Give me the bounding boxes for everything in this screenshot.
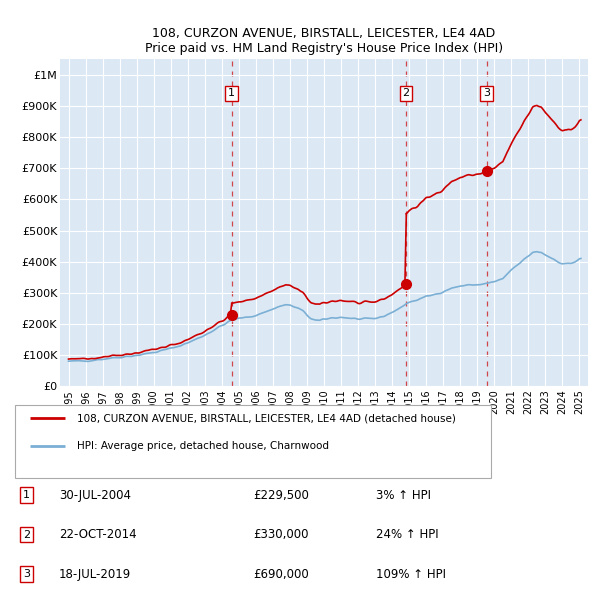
Text: 1: 1 <box>228 88 235 99</box>
Text: 109% ↑ HPI: 109% ↑ HPI <box>376 568 446 581</box>
Text: 2: 2 <box>403 88 409 99</box>
Text: 1: 1 <box>23 490 30 500</box>
Text: 108, CURZON AVENUE, BIRSTALL, LEICESTER, LE4 4AD (detached house): 108, CURZON AVENUE, BIRSTALL, LEICESTER,… <box>77 413 455 423</box>
Text: 30-JUL-2004: 30-JUL-2004 <box>59 489 131 502</box>
Text: £690,000: £690,000 <box>253 568 309 581</box>
Text: 22-OCT-2014: 22-OCT-2014 <box>59 528 137 541</box>
Text: 18-JUL-2019: 18-JUL-2019 <box>59 568 131 581</box>
Text: HPI: Average price, detached house, Charnwood: HPI: Average price, detached house, Char… <box>77 441 329 451</box>
Text: 2: 2 <box>23 530 30 540</box>
FancyBboxPatch shape <box>15 405 491 478</box>
Text: 3: 3 <box>23 569 30 579</box>
Text: £330,000: £330,000 <box>253 528 308 541</box>
Text: 24% ↑ HPI: 24% ↑ HPI <box>376 528 439 541</box>
Text: £229,500: £229,500 <box>253 489 309 502</box>
Text: 3: 3 <box>483 88 490 99</box>
Title: 108, CURZON AVENUE, BIRSTALL, LEICESTER, LE4 4AD
Price paid vs. HM Land Registry: 108, CURZON AVENUE, BIRSTALL, LEICESTER,… <box>145 27 503 55</box>
Text: 3% ↑ HPI: 3% ↑ HPI <box>376 489 431 502</box>
